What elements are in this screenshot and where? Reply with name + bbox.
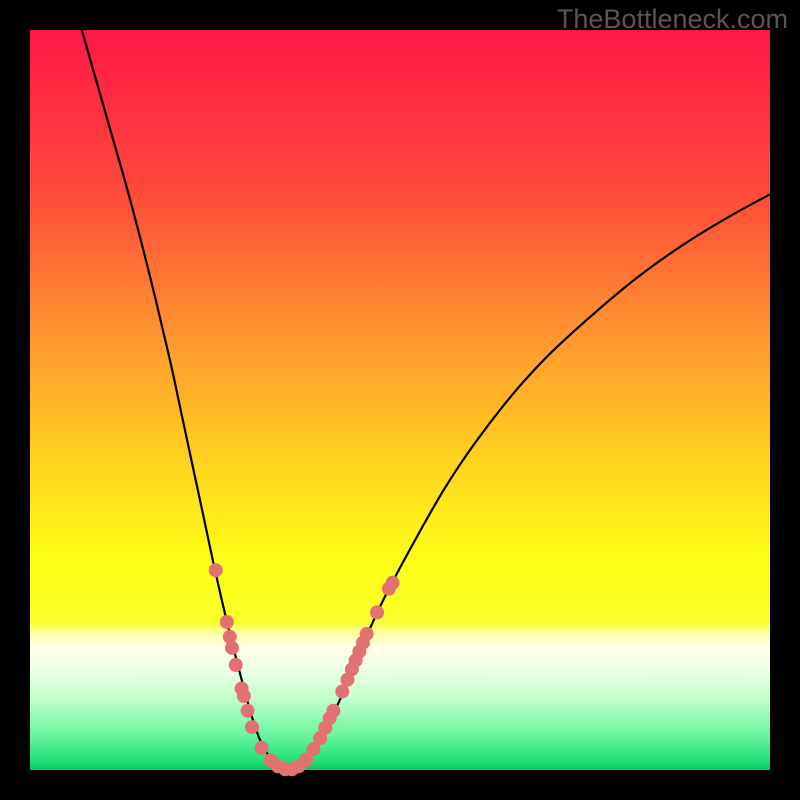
marker-dot — [370, 605, 384, 619]
marker-dot — [225, 641, 239, 655]
chart-stage: TheBottleneck.com — [0, 0, 800, 800]
marker-dot — [229, 658, 243, 672]
watermark-text: TheBottleneck.com — [557, 4, 788, 35]
marker-dot — [209, 563, 223, 577]
bottleneck-curve — [82, 30, 770, 770]
marker-dot — [386, 576, 400, 590]
marker-dot — [326, 704, 340, 718]
plot-svg-layer — [30, 30, 770, 770]
marker-dot — [255, 741, 269, 755]
marker-dot — [360, 627, 374, 641]
marker-dot — [245, 720, 259, 734]
marker-dot — [220, 615, 234, 629]
marker-dot — [237, 689, 251, 703]
marker-dot — [241, 704, 255, 718]
